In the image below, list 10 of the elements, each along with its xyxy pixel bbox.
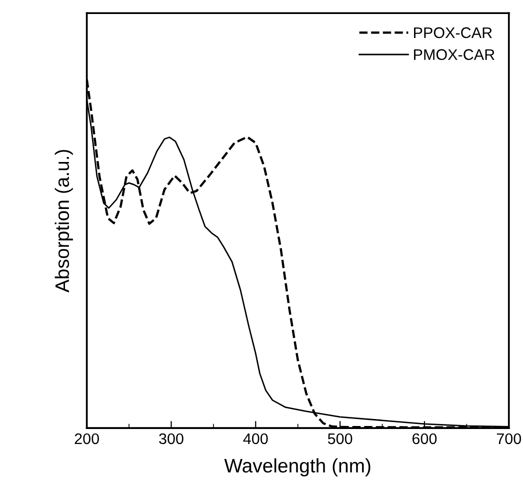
x-tick-label: 300 (159, 433, 184, 444)
x-tick-label: 700 (496, 433, 522, 444)
x-tick-label: 500 (328, 433, 352, 444)
legend-label: PPOX-CAR (414, 27, 492, 38)
legend-label: PMOX-CAR (414, 49, 494, 60)
x-axis-title: Wavelength (nm) (224, 458, 370, 476)
x-tick-label: 400 (243, 433, 268, 444)
x-tick-label: 600 (412, 433, 437, 444)
x-tick-label: 200 (74, 433, 99, 444)
y-axis-title: Absorption (a.u.) (54, 150, 73, 292)
